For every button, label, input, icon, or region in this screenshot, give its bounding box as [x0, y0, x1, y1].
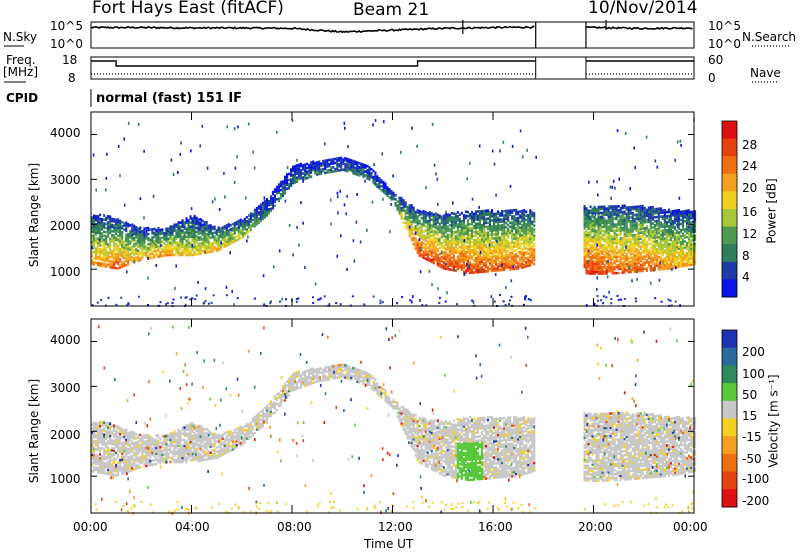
power-colorbar-swatch-8: [722, 261, 737, 280]
cpid-text: normal (fast) 151 IF: [96, 91, 243, 106]
range-tick-p1-1000: 1000: [50, 265, 81, 279]
power-colorbar-frame: [721, 120, 738, 298]
noise-series-0: [90, 25, 535, 34]
date-title: 10/Nov/2014: [588, 0, 698, 18]
noise-panel-frame: [90, 21, 695, 49]
nsky-label: N.Sky: [3, 30, 38, 44]
freq-panel-frame: [90, 56, 695, 80]
freq-right-tick-top: 60: [708, 53, 724, 67]
range-tick-p1-4000: 4000: [50, 126, 81, 140]
velocity-colorbar-swatch-2: [722, 365, 737, 384]
velocity-colorbar-swatch-0: [722, 330, 737, 349]
time-tick-0: 00:00: [73, 520, 108, 534]
power-colorbar-swatch-0: [722, 121, 737, 140]
power-tick-20: 20: [742, 181, 758, 195]
time-axis-label: Time UT: [364, 537, 414, 551]
noise-right-tick-bottom: 10^0: [708, 37, 741, 51]
time-tick-6: 00:00: [673, 520, 708, 534]
power-colorbar-swatch-3: [722, 173, 737, 192]
power-tick-16: 16: [742, 205, 758, 219]
power-tick-24: 24: [742, 159, 758, 173]
velocity-tick-15: 15: [742, 409, 758, 423]
power-colorbar-swatch-7: [722, 244, 737, 263]
time-tick-3: 12:00: [378, 520, 413, 534]
freq-label-2: [MHz]: [3, 65, 39, 79]
freq-right-tick-bottom: 0: [708, 71, 716, 85]
power-tick-28: 28: [742, 138, 758, 152]
power-scatter-cells: [91, 118, 697, 308]
freq-series-0: [91, 60, 536, 67]
range-tick-p2-1000: 1000: [50, 472, 81, 486]
velocity-colorbar-swatch-4: [722, 400, 737, 419]
power-tick-8: 8: [742, 249, 750, 263]
power-colorbar-swatch-2: [722, 156, 737, 175]
noise-right-tick-top: 10^5: [708, 19, 741, 33]
power-tick-4: 4: [742, 270, 750, 284]
velocity-colorbar-swatch-1: [722, 347, 737, 366]
beam-title: Beam 21: [353, 0, 430, 20]
nsearch-label: N.Search: [742, 30, 797, 44]
velocity-tick-neg15: -15: [742, 430, 762, 444]
velocity-colorbar-swatch-9: [722, 489, 737, 508]
velocity-tick-100: 100: [742, 367, 765, 381]
velocity-tick-neg50: -50: [742, 452, 762, 466]
freq-left-tick-top: 18: [62, 53, 78, 67]
power-colorbar-swatch-4: [722, 191, 737, 210]
time-tick-5: 20:00: [578, 520, 613, 534]
velocity-colorbar-swatch-7: [722, 453, 737, 473]
freq-left-tick-bottom: 8: [68, 71, 76, 85]
velocity-colorbar-frame: [721, 329, 738, 508]
velocity-colorbar-swatch-8: [722, 471, 737, 490]
range-tick-p1-2000: 2000: [50, 219, 81, 233]
nave-label: Nave: [750, 66, 781, 80]
power-colorbar-swatch-9: [722, 279, 737, 298]
noise-left-tick-bottom: 10^0: [50, 37, 83, 51]
range-tick-p1-3000: 3000: [50, 173, 81, 187]
range-tick-p2-2000: 2000: [50, 428, 81, 442]
velocity-colorbar-swatch-6: [722, 436, 737, 455]
station-title: Fort Hays East (fitACF): [92, 0, 284, 18]
power-colorbar-swatch-1: [722, 138, 737, 157]
cpid-label: CPID: [6, 91, 39, 105]
power-tick-12: 12: [742, 227, 758, 241]
time-tick-4: 16:00: [478, 520, 513, 534]
noise-series-1: [585, 25, 693, 30]
range-tick-p2-3000: 3000: [50, 381, 81, 395]
velocity-colorbar-swatch-5: [722, 418, 737, 437]
range-tick-p2-4000: 4000: [50, 333, 81, 347]
time-tick-1: 04:00: [175, 520, 210, 534]
freq-label-1: Freq.: [6, 53, 36, 67]
power-colorbar-swatch-6: [722, 226, 737, 245]
velocity-colorbar-swatch-3: [722, 383, 737, 402]
velocity-tick-neg200: -200: [742, 494, 770, 508]
time-tick-2: 08:00: [277, 520, 312, 534]
velocity-scatter-cells: [91, 325, 697, 516]
noise-left-tick-top: 10^5: [50, 19, 83, 33]
velocity-tick-50: 50: [742, 388, 758, 402]
power-colorbar-swatch-5: [722, 209, 737, 228]
velocity-tick-neg100: -100: [742, 472, 770, 486]
velocity-tick-200: 200: [742, 345, 765, 359]
